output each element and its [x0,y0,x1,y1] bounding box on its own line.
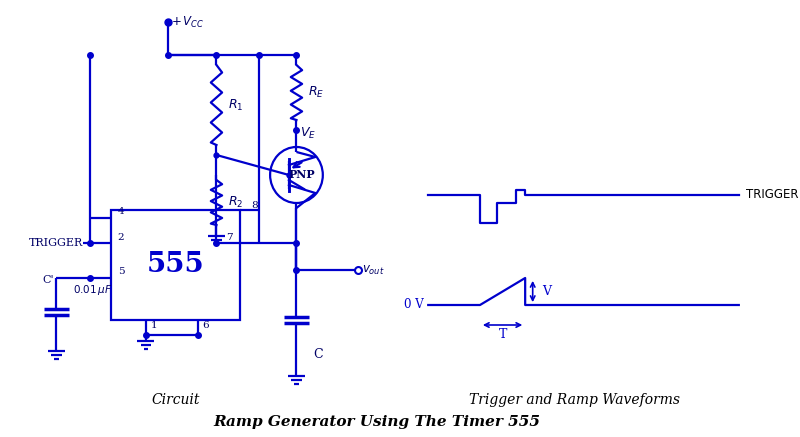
Text: 6: 6 [202,320,209,329]
Text: 1: 1 [150,320,158,329]
Text: $R_2$: $R_2$ [228,195,243,210]
Text: 5: 5 [118,267,124,277]
Text: PNP: PNP [289,170,315,180]
Text: V: V [542,285,551,298]
Text: 4: 4 [118,208,124,216]
Text: TRIGGER: TRIGGER [746,188,799,201]
Text: $v_{out}$: $v_{out}$ [362,264,385,277]
Text: T: T [498,329,506,341]
Text: C: C [314,348,323,361]
Text: $R_1$: $R_1$ [228,97,243,113]
Text: 0 V: 0 V [404,298,423,312]
Text: TRIGGER: TRIGGER [29,238,83,248]
Text: 555: 555 [146,252,205,278]
Text: Ramp Generator Using The Timer 555: Ramp Generator Using The Timer 555 [213,415,540,429]
Text: $0.01\,\mu F$: $0.01\,\mu F$ [74,283,113,297]
Text: 7: 7 [226,232,233,242]
Text: 2: 2 [118,232,124,242]
Text: $R_E$: $R_E$ [308,85,324,100]
Text: C': C' [42,275,54,285]
Text: $+\,V_{CC}$: $+\,V_{CC}$ [171,14,205,30]
Text: Circuit: Circuit [152,393,200,407]
Text: 8: 8 [251,201,258,209]
Text: Trigger and Ramp Waveforms: Trigger and Ramp Waveforms [469,393,680,407]
Bar [111,210,240,320]
Text: $V_E$: $V_E$ [300,125,316,141]
